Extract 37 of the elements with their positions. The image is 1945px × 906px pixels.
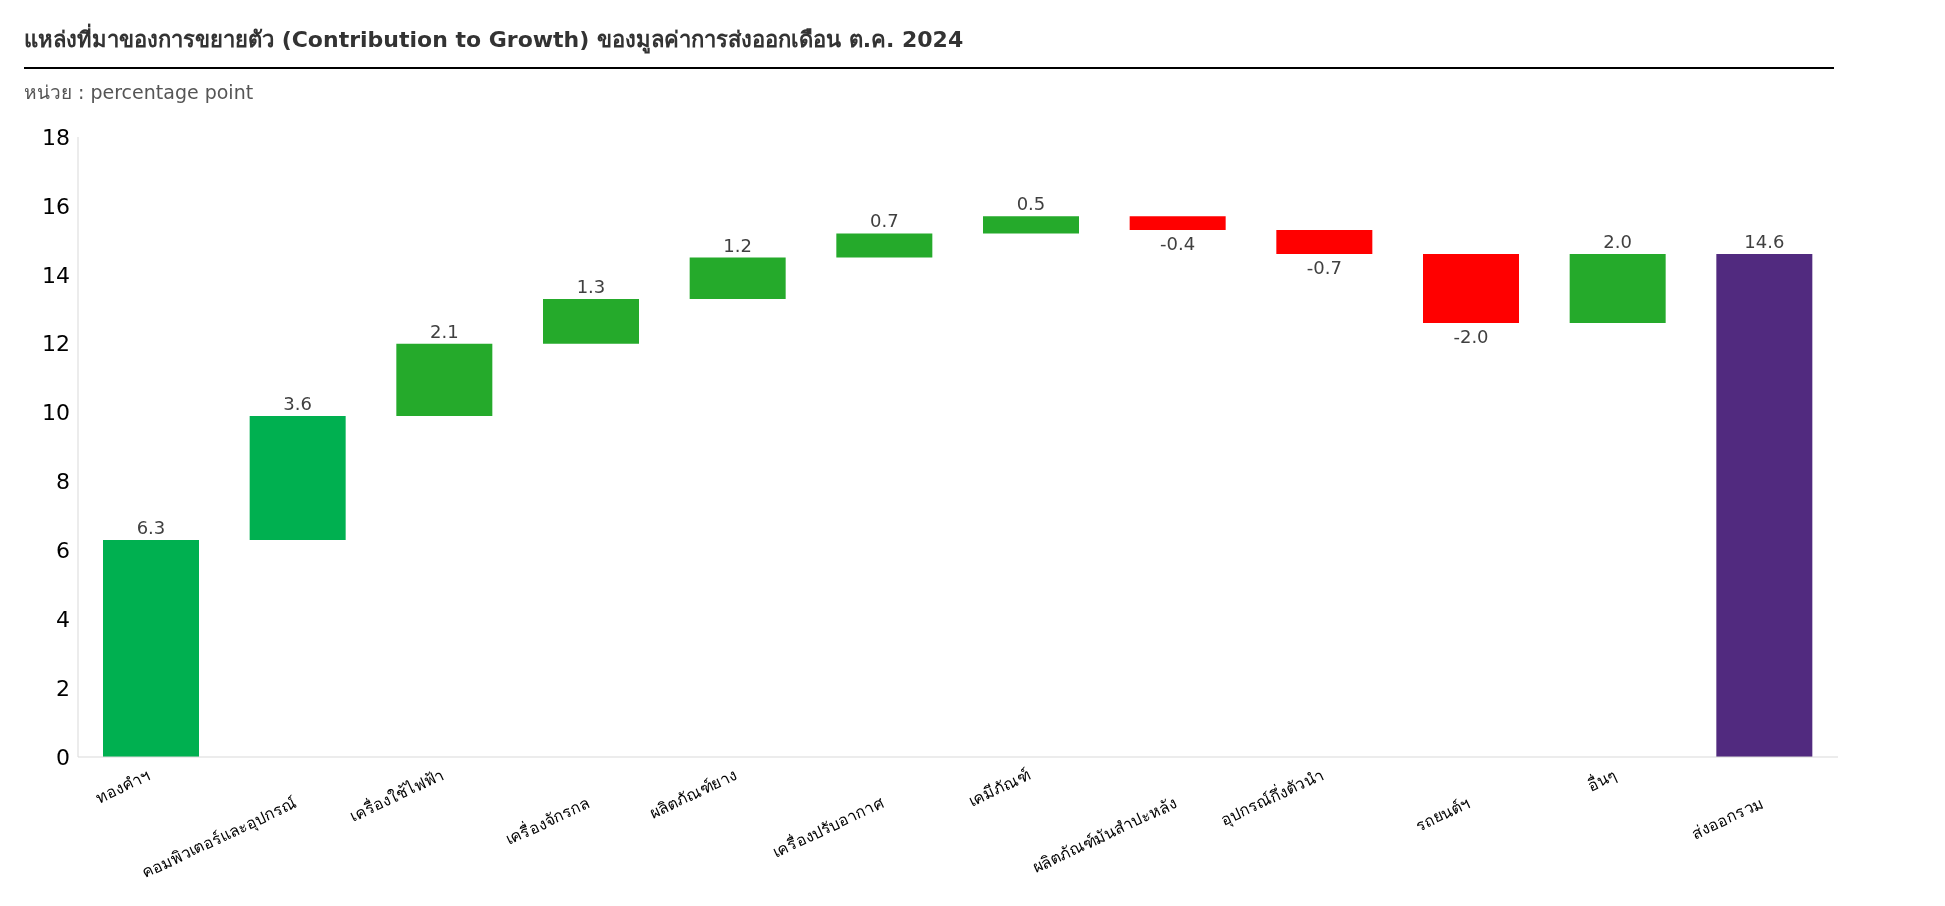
y-tick-label: 12 [42, 331, 70, 357]
y-tick-label: 0 [56, 744, 70, 770]
bar [1569, 254, 1666, 323]
bar [103, 540, 199, 757]
bar [1276, 230, 1373, 255]
data-label: 2.1 [430, 320, 459, 342]
data-label: -2.0 [1453, 326, 1489, 347]
data-label: 6.3 [136, 517, 166, 538]
bar [543, 298, 639, 344]
y-tick-label: 18 [42, 124, 70, 150]
chart-title: แหล่งที่มาของการขยายตัว (Contribution to Growth) ของมูลค่าการส่งออกเดือน ต.ค. 2024 [24, 8, 1834, 69]
data-label: -0.7 [1306, 257, 1342, 279]
bar [689, 257, 786, 299]
y-tick-label: 10 [42, 400, 70, 426]
data-label: 1.2 [723, 234, 752, 256]
bar [983, 216, 1079, 234]
data-label: 0.5 [1016, 193, 1046, 215]
data-label: 0.7 [870, 210, 899, 232]
chart-subtitle: หน่วย : percentage point [24, 80, 255, 105]
y-tick-label: 14 [42, 262, 70, 288]
data-label: 1.3 [576, 275, 606, 297]
data-label: 3.6 [283, 393, 312, 414]
data-label: 14.6 [1744, 231, 1785, 253]
y-tick-label: 6 [56, 538, 70, 564]
bar [396, 343, 493, 416]
y-tick-label: 2 [56, 675, 70, 701]
bar [1716, 254, 1813, 757]
data-label: -0.4 [1160, 233, 1196, 254]
bar [1423, 254, 1519, 323]
data-label: 2.0 [1603, 231, 1632, 253]
bar [1129, 216, 1226, 230]
bar [836, 233, 933, 258]
bar [249, 416, 346, 540]
x-tick-label: อื่นๆ [1583, 763, 1620, 796]
y-tick-label: 16 [42, 193, 70, 219]
y-tick-label: 8 [56, 469, 70, 495]
y-tick-label: 4 [56, 607, 70, 633]
